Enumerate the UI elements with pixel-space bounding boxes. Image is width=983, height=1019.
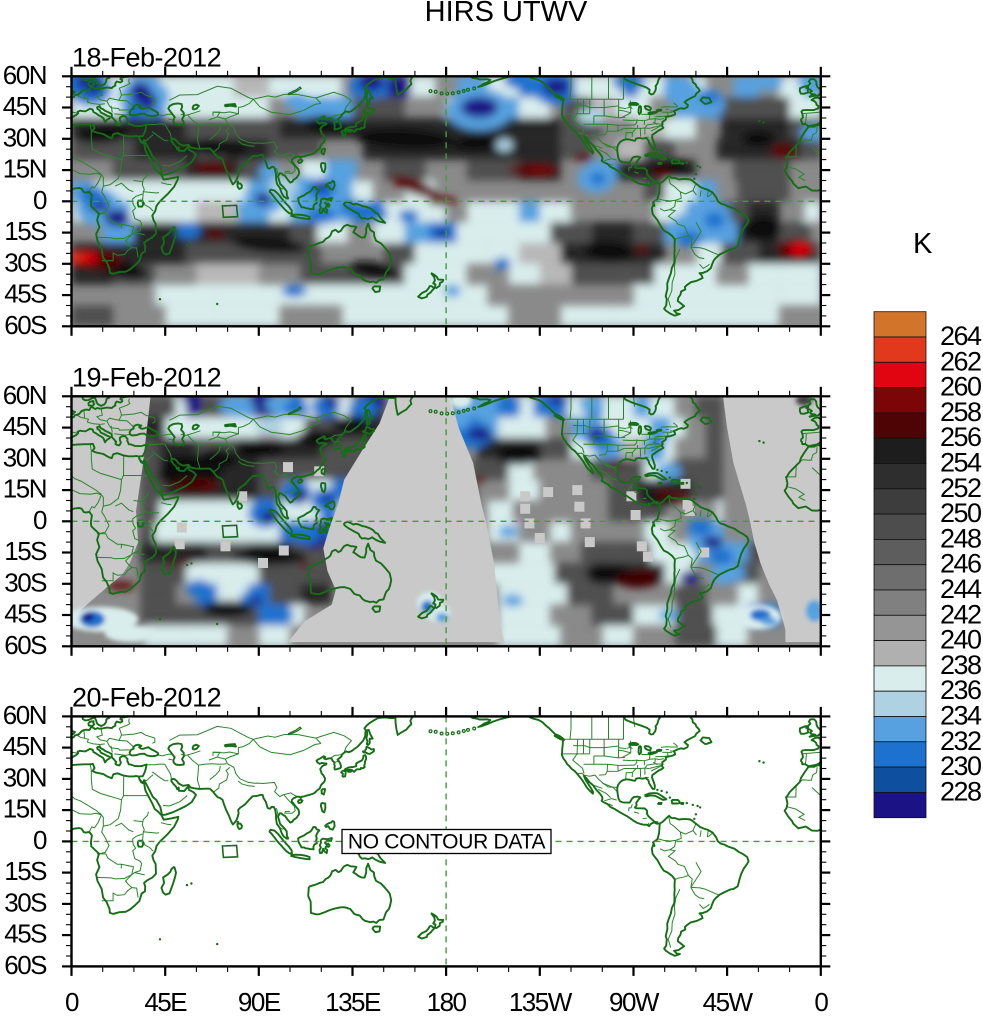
svg-text:30S: 30S [4,567,47,597]
svg-text:254: 254 [940,448,982,478]
svg-text:0: 0 [65,987,79,1014]
svg-text:135W: 135W [509,987,573,1014]
svg-text:242: 242 [940,599,981,629]
svg-text:45N: 45N [3,731,46,761]
svg-text:45E: 45E [144,987,187,1014]
svg-text:60N: 60N [3,380,46,410]
svg-text:90E: 90E [238,987,281,1014]
svg-text:60S: 60S [4,630,47,660]
svg-text:45N: 45N [3,91,46,121]
svg-text:15S: 15S [4,216,47,246]
svg-text:19-Feb-2012: 19-Feb-2012 [72,362,221,392]
svg-text:256: 256 [940,422,981,452]
svg-text:60N: 60N [3,700,46,730]
svg-text:45S: 45S [4,599,47,629]
svg-text:244: 244 [940,574,982,604]
svg-text:240: 240 [940,625,981,655]
svg-text:248: 248 [940,523,981,553]
svg-text:0: 0 [814,987,828,1014]
svg-text:230: 230 [940,751,981,781]
svg-text:30N: 30N [3,122,46,152]
svg-text:45W: 45W [703,987,754,1014]
svg-text:180: 180 [427,987,467,1014]
svg-text:45S: 45S [4,279,47,309]
svg-text:262: 262 [940,346,981,376]
svg-text:90W: 90W [609,987,660,1014]
svg-text:250: 250 [940,498,981,528]
svg-text:0: 0 [33,185,47,215]
svg-text:60N: 60N [3,60,46,90]
svg-text:236: 236 [940,675,981,705]
svg-text:18-Feb-2012: 18-Feb-2012 [72,42,221,72]
svg-text:0: 0 [33,825,47,855]
svg-text:234: 234 [940,701,982,731]
svg-text:0: 0 [33,505,47,535]
svg-text:264: 264 [940,321,982,351]
svg-text:30N: 30N [3,762,46,792]
svg-text:30N: 30N [3,442,46,472]
svg-text:30S: 30S [4,887,47,917]
svg-text:232: 232 [940,726,981,756]
svg-text:260: 260 [940,372,981,402]
svg-text:K: K [913,228,933,260]
svg-text:45N: 45N [3,411,46,441]
svg-text:NO CONTOUR DATA: NO CONTOUR DATA [348,831,546,854]
svg-text:15N: 15N [3,154,46,184]
svg-text:60S: 60S [4,950,47,980]
svg-text:30S: 30S [4,247,47,277]
svg-text:60S: 60S [4,310,47,340]
svg-text:252: 252 [940,473,981,503]
svg-text:15N: 15N [3,794,46,824]
svg-text:258: 258 [940,397,981,427]
svg-text:HIRS UTWV: HIRS UTWV [425,0,588,28]
svg-text:246: 246 [940,549,981,579]
svg-text:45S: 45S [4,919,47,949]
svg-text:15S: 15S [4,536,47,566]
svg-text:15N: 15N [3,474,46,504]
svg-text:228: 228 [940,776,981,806]
svg-text:20-Feb-2012: 20-Feb-2012 [72,682,221,712]
svg-text:135E: 135E [325,987,381,1014]
svg-text:15S: 15S [4,856,47,886]
svg-text:238: 238 [940,650,981,680]
